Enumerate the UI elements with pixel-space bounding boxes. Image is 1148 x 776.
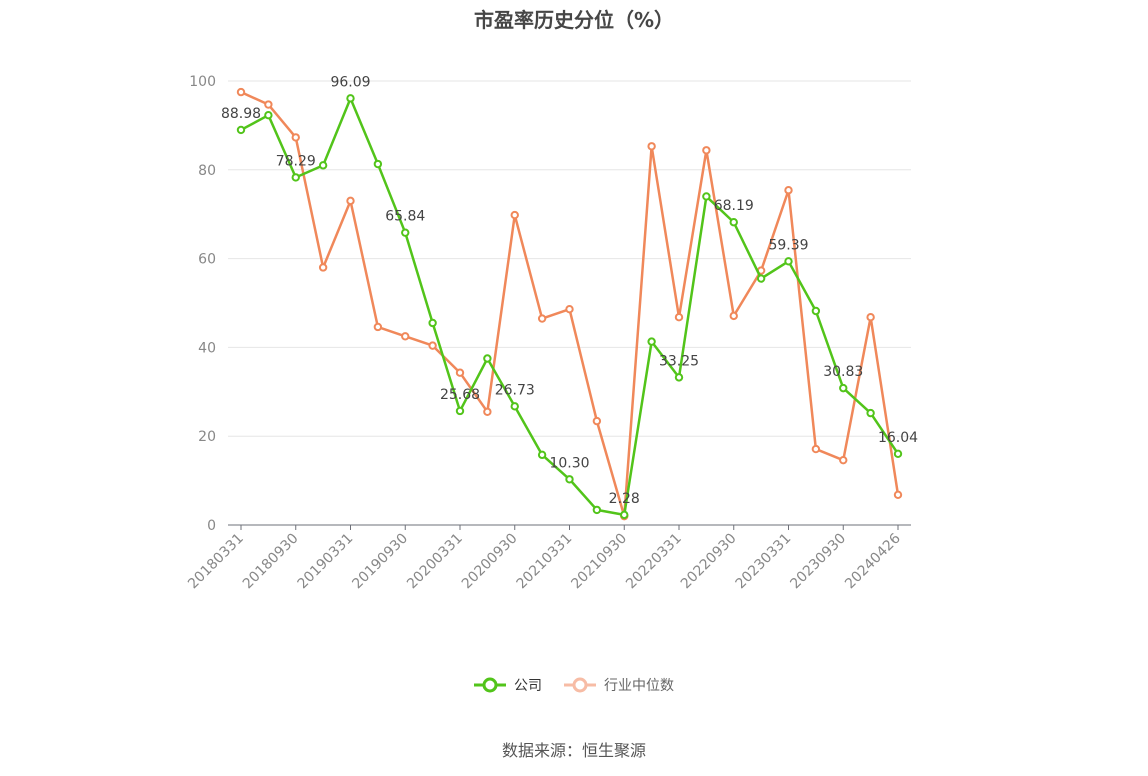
- company-point[interactable]: [264, 110, 273, 120]
- company-point[interactable]: [784, 257, 793, 266]
- industry-point[interactable]: [839, 455, 848, 465]
- line-chart: 0 20 40 60 80 100 201803312018093020190331201…: [185, 74, 918, 593]
- company-data-label: 78.29: [276, 153, 316, 169]
- company-data-label: 88.98: [221, 106, 261, 122]
- company-data-label: 65.84: [385, 209, 425, 225]
- company-point[interactable]: [510, 402, 519, 411]
- y-axis-ticks: 0 20 40 60 80 100: [189, 74, 216, 534]
- company-point[interactable]: [811, 306, 821, 316]
- legend-company-icon: [474, 677, 506, 693]
- series-industry: [236, 87, 903, 521]
- industry-point[interactable]: [866, 313, 875, 322]
- company-point[interactable]: [318, 161, 328, 170]
- y-tick-label: 80: [198, 163, 216, 179]
- data-source: 数据来源：恒生聚源: [501, 741, 646, 760]
- company-data-label: 33.25: [659, 353, 699, 369]
- company-point[interactable]: [702, 192, 711, 201]
- industry-point[interactable]: [674, 313, 684, 322]
- x-tick-label: 20200930: [459, 531, 521, 593]
- x-tick-label: 20240426: [842, 530, 904, 592]
- company-data-label: 59.39: [768, 237, 808, 253]
- x-tick-label: 20230930: [787, 531, 849, 593]
- company-point[interactable]: [729, 218, 738, 227]
- legend-industry-icon: [564, 677, 596, 693]
- company-point[interactable]: [866, 408, 875, 418]
- company-point[interactable]: [893, 449, 903, 458]
- industry-point[interactable]: [893, 490, 903, 500]
- x-tick-label: 20220930: [678, 531, 740, 593]
- legend-industry-label: 行业中位数: [604, 678, 674, 694]
- industry-point[interactable]: [784, 186, 793, 195]
- company-data-label: 25.68: [440, 387, 480, 403]
- company-data-label: 10.30: [549, 455, 589, 471]
- company-point[interactable]: [537, 450, 547, 460]
- company-data-label: 26.73: [495, 382, 535, 398]
- industry-line: [240, 90, 900, 518]
- company-point[interactable]: [756, 274, 766, 283]
- industry-point[interactable]: [647, 142, 656, 151]
- company-point[interactable]: [291, 173, 300, 182]
- industry-point[interactable]: [373, 322, 383, 332]
- company-point[interactable]: [401, 228, 410, 237]
- industry-point[interactable]: [592, 416, 602, 426]
- company-point[interactable]: [373, 159, 383, 169]
- legend-company-label: 公司: [514, 678, 542, 694]
- industry-point[interactable]: [291, 133, 300, 142]
- industry-point[interactable]: [428, 341, 437, 350]
- y-tick-label: 100: [189, 74, 216, 90]
- grid-lines: [228, 80, 911, 437]
- x-axis: 2018033120180930201903312019093020200331…: [185, 524, 911, 593]
- industry-point[interactable]: [702, 146, 711, 155]
- company-data-label: 96.09: [330, 74, 370, 90]
- x-tick-label: 20190331: [295, 531, 357, 593]
- company-data-label: 2.28: [609, 491, 640, 507]
- legend-item-company[interactable]: 公司: [474, 675, 542, 695]
- legend-company-marker: [482, 677, 498, 693]
- legend-industry-marker: [572, 677, 588, 693]
- industry-point[interactable]: [264, 100, 273, 109]
- legend-item-industry[interactable]: 行业中位数: [564, 675, 674, 695]
- company-point[interactable]: [620, 510, 629, 520]
- company-point[interactable]: [236, 125, 246, 135]
- company-data-label: 68.19: [714, 198, 754, 214]
- industry-point[interactable]: [565, 305, 574, 314]
- x-tick-label: 20200331: [404, 531, 466, 593]
- company-point[interactable]: [674, 373, 684, 382]
- x-tick-label: 20210331: [514, 531, 576, 593]
- data-labels: 88.98 78.29 96.09 65.84 25.68 26.73 10.30 2.28 3…: [221, 74, 918, 507]
- y-tick-label: 20: [198, 429, 216, 445]
- industry-point[interactable]: [537, 314, 547, 323]
- industry-point[interactable]: [811, 444, 821, 454]
- chart-title: 市盈率历史分位（%）: [473, 8, 675, 32]
- industry-point[interactable]: [346, 196, 355, 206]
- company-point[interactable]: [592, 505, 602, 515]
- company-point[interactable]: [428, 318, 437, 328]
- y-tick-label: 0: [207, 518, 216, 534]
- y-tick-label: 40: [198, 340, 216, 356]
- industry-point[interactable]: [483, 407, 492, 416]
- legend: 公司 行业中位数: [0, 674, 1148, 696]
- x-tick-label: 20220331: [623, 531, 685, 593]
- industry-point[interactable]: [236, 87, 246, 97]
- company-point[interactable]: [455, 406, 465, 416]
- company-data-label: 16.04: [878, 430, 918, 446]
- industry-point[interactable]: [729, 311, 738, 321]
- company-point[interactable]: [565, 475, 574, 484]
- company-point[interactable]: [483, 354, 492, 363]
- industry-point[interactable]: [510, 210, 519, 220]
- company-data-label: 30.83: [823, 364, 863, 380]
- series-company: [236, 94, 903, 520]
- industry-point[interactable]: [401, 332, 410, 341]
- x-tick-label: 20210930: [568, 531, 630, 593]
- company-point[interactable]: [647, 337, 656, 346]
- industry-point[interactable]: [318, 263, 328, 272]
- x-tick-label: 20190930: [349, 531, 411, 593]
- x-tick-label: 20180331: [185, 531, 247, 593]
- x-tick-label: 20180930: [240, 531, 302, 593]
- x-tick-label: 20230331: [733, 531, 795, 593]
- company-point[interactable]: [346, 94, 355, 103]
- company-point[interactable]: [839, 383, 848, 393]
- industry-point[interactable]: [455, 368, 465, 377]
- y-tick-label: 60: [198, 252, 216, 268]
